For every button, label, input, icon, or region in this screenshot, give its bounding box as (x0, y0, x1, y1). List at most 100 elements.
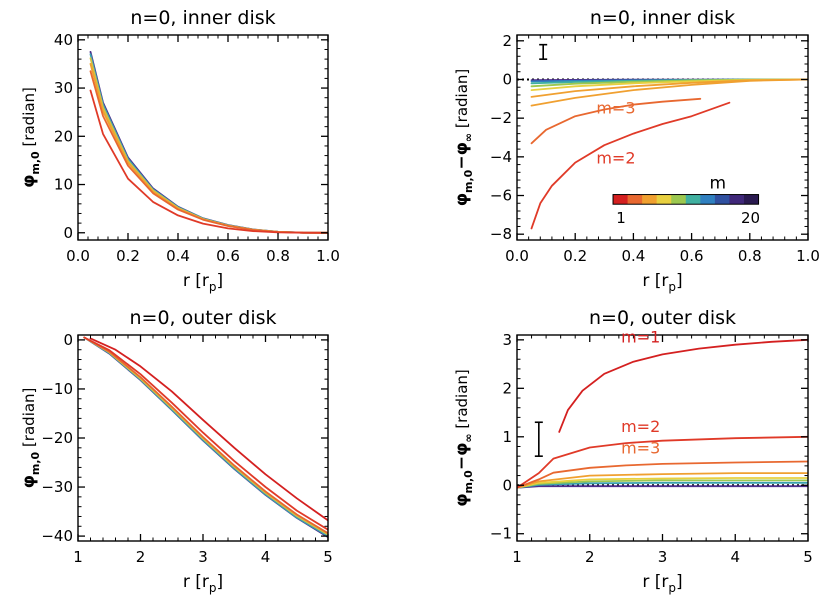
y-tick-label: −8 (490, 225, 512, 243)
series-line-m4 (530, 78, 808, 107)
y-tick-label: −30 (41, 478, 73, 496)
y-axis-label: φm,0 [radian] (19, 87, 42, 188)
colorbar-segment (685, 194, 701, 205)
x-axis-label: r [rp] (183, 572, 223, 595)
y-tick-label: −4 (490, 148, 512, 166)
x-tick-label: 3 (198, 548, 208, 566)
series-line-m2 (517, 435, 808, 489)
y-tick-label: 1 (502, 428, 512, 446)
y-tick-label: 0 (502, 70, 512, 88)
x-tick-label: 1.0 (796, 247, 820, 265)
y-tick-label: 0 (502, 476, 512, 494)
x-axis-label: r [rp] (183, 271, 223, 294)
y-axis-label: φm,0 [radian] (19, 388, 42, 489)
x-tick-label: 0.0 (66, 247, 90, 265)
data-layer (517, 338, 808, 489)
y-tick-label: 20 (54, 127, 73, 145)
series-line-m4 (89, 63, 328, 234)
series-line-m10 (89, 53, 328, 234)
series-line-m2 (83, 336, 328, 531)
x-tick-label: 1 (512, 548, 522, 566)
y-tick-label: −40 (41, 527, 73, 545)
colorbar-segment (671, 194, 687, 205)
y-tick-label: 0 (63, 224, 73, 242)
y-tick-label: 2 (502, 379, 512, 397)
colorbar-segment (627, 194, 643, 205)
x-tick-label: 0.8 (738, 247, 762, 265)
panel-tl: n=0, inner disk 0.0 0.2 0.4 0.6 0.8 1.0 0 10 20 30… (19, 7, 340, 294)
y-tick-label: 30 (54, 79, 73, 97)
x-tick-label: 0.8 (266, 247, 290, 265)
chart-title: n=0, inner disk (130, 7, 275, 29)
x-axis-label: r [rp] (642, 271, 682, 294)
colorbar-segment (656, 194, 672, 205)
series-line-m5 (517, 477, 808, 489)
x-tick-label: 0.6 (216, 247, 240, 265)
panel-tr: n=0, inner disk 0.0 0.2 0.4 0.6 0.8 1.0 −8 −6 −4 −… (452, 7, 820, 294)
y-tick-label: 10 (54, 176, 73, 194)
annotation-label: m=1 (621, 327, 660, 346)
x-tick-label: 0.6 (680, 247, 704, 265)
colorbar-segment (613, 194, 629, 205)
colorbar-title: m (709, 174, 726, 194)
series-line-m4 (517, 472, 808, 489)
colorbar-segment (729, 194, 745, 205)
chart-title: n=0, inner disk (590, 7, 735, 29)
x-tick-label: 0.2 (116, 247, 140, 265)
series-line-m20 (517, 485, 808, 489)
x-tick-label: 1.0 (316, 247, 340, 265)
x-tick-label: 0.0 (505, 247, 529, 265)
x-tick-label: 5 (323, 548, 333, 566)
colorbar-frame (612, 194, 760, 205)
annotation-label: m=3 (596, 98, 635, 117)
colorbar-segment (714, 194, 730, 205)
x-tick-label: 0.4 (621, 247, 645, 265)
series-line-m2 (530, 101, 731, 230)
y-tick-label: 0 (63, 331, 73, 349)
x-tick-label: 0.2 (563, 247, 587, 265)
colorbar-max-label: 20 (741, 209, 760, 227)
x-tick-label: 2 (136, 548, 146, 566)
x-tick-label: 3 (658, 548, 668, 566)
data-layer (517, 78, 808, 230)
series-line-m3 (517, 460, 808, 489)
series-line-m3 (530, 97, 702, 145)
plot-frame (516, 34, 809, 241)
annotation-label: m=3 (621, 438, 660, 457)
colorbar-min-label: 1 (616, 209, 626, 227)
annotation-label: m=2 (596, 149, 635, 168)
panel-br: n=0, outer disk 1 2 3 4 5 −1 0 1 2 3 r [rp] φm,0−φ∞ … (452, 307, 813, 595)
y-axis-label: φm,0−φ∞ [radian] (452, 69, 475, 207)
x-tick-label: 1 (73, 548, 83, 566)
y-tick-label: −1 (490, 525, 512, 543)
y-tick-label: −20 (41, 429, 73, 447)
y-tick-label: 3 (502, 331, 512, 349)
x-tick-label: 5 (803, 548, 813, 566)
colorbar-segment (700, 194, 716, 205)
series-line-m2 (89, 89, 328, 234)
series-line-m20 (89, 51, 328, 234)
chart-title: n=0, outer disk (589, 307, 736, 329)
y-tick-label: 40 (54, 31, 73, 49)
x-tick-label: 4 (261, 548, 271, 566)
data-layer (89, 51, 328, 234)
x-tick-label: 2 (585, 548, 595, 566)
panel-bl: n=0, outer disk 1 2 3 4 5 0 −10 −20 −30 −40 r [rp] φ… (19, 307, 333, 595)
chart-title: n=0, outer disk (129, 307, 276, 329)
data-layer (83, 336, 328, 538)
series-line-m3 (83, 336, 328, 535)
y-tick-label: −6 (490, 187, 512, 205)
y-tick-label: 2 (502, 32, 512, 50)
annotation-label: m=2 (621, 417, 660, 436)
x-tick-label: 4 (730, 548, 740, 566)
plot-frame (77, 34, 329, 241)
y-tick-label: −10 (41, 380, 73, 398)
series-line-m5 (89, 57, 328, 234)
series-line-m1 (558, 338, 808, 433)
colorbar-segment (743, 194, 760, 205)
x-tick-label: 0.4 (166, 247, 190, 265)
y-tick-label: −2 (490, 109, 512, 127)
series-line-m1 (89, 337, 328, 522)
colorbar-segment (642, 194, 658, 205)
